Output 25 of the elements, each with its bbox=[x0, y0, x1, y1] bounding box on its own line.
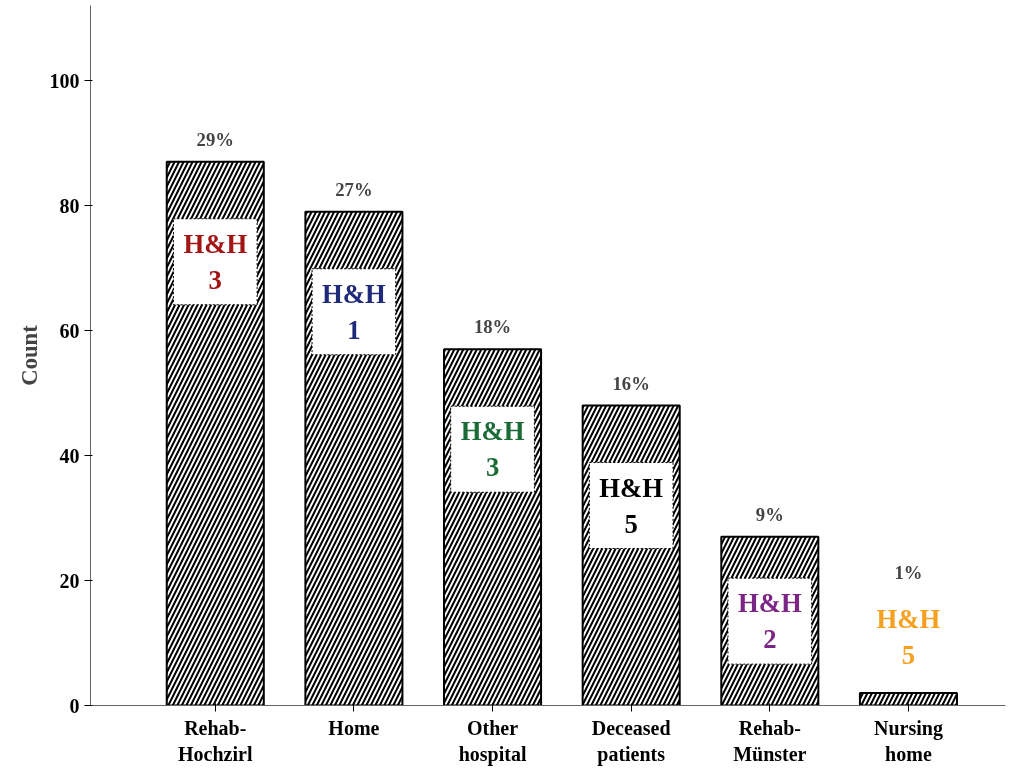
annotation: H&H 2 bbox=[737, 588, 802, 655]
annotation: 9% bbox=[755, 503, 784, 525]
y-tick-label: 40 bbox=[59, 444, 80, 467]
annotation: H&H 3 bbox=[460, 416, 525, 483]
x-tick-label: Deceased patients bbox=[591, 716, 671, 766]
annotation: 18% bbox=[473, 316, 512, 338]
y-tick-label: 60 bbox=[59, 319, 80, 342]
y-tick-label: 80 bbox=[59, 194, 80, 217]
x-tick-label: Nursing home bbox=[874, 716, 943, 765]
annotation: H&H 3 bbox=[183, 228, 248, 295]
annotation: H&H 5 bbox=[876, 603, 941, 670]
y-axis-title: Count bbox=[16, 324, 42, 386]
x-tick-label: Home bbox=[328, 716, 380, 739]
annotation: H&H 5 bbox=[599, 472, 664, 539]
annotation: 27% bbox=[335, 178, 373, 200]
y-tick-label: 20 bbox=[59, 569, 80, 592]
x-tick-label: Rehab- Münster bbox=[733, 716, 807, 765]
annotation: 1% bbox=[894, 562, 923, 583]
y-tick-label: 0 bbox=[69, 694, 80, 717]
annotation: 16% bbox=[612, 372, 650, 394]
annotation: 29% bbox=[196, 128, 234, 150]
x-tick-label: Other hospital bbox=[458, 716, 527, 766]
x-tick-label: Rehab- Hochzirl bbox=[178, 716, 253, 765]
y-tick-label: 100 bbox=[49, 69, 80, 92]
annotation: H&H 1 bbox=[322, 278, 387, 345]
